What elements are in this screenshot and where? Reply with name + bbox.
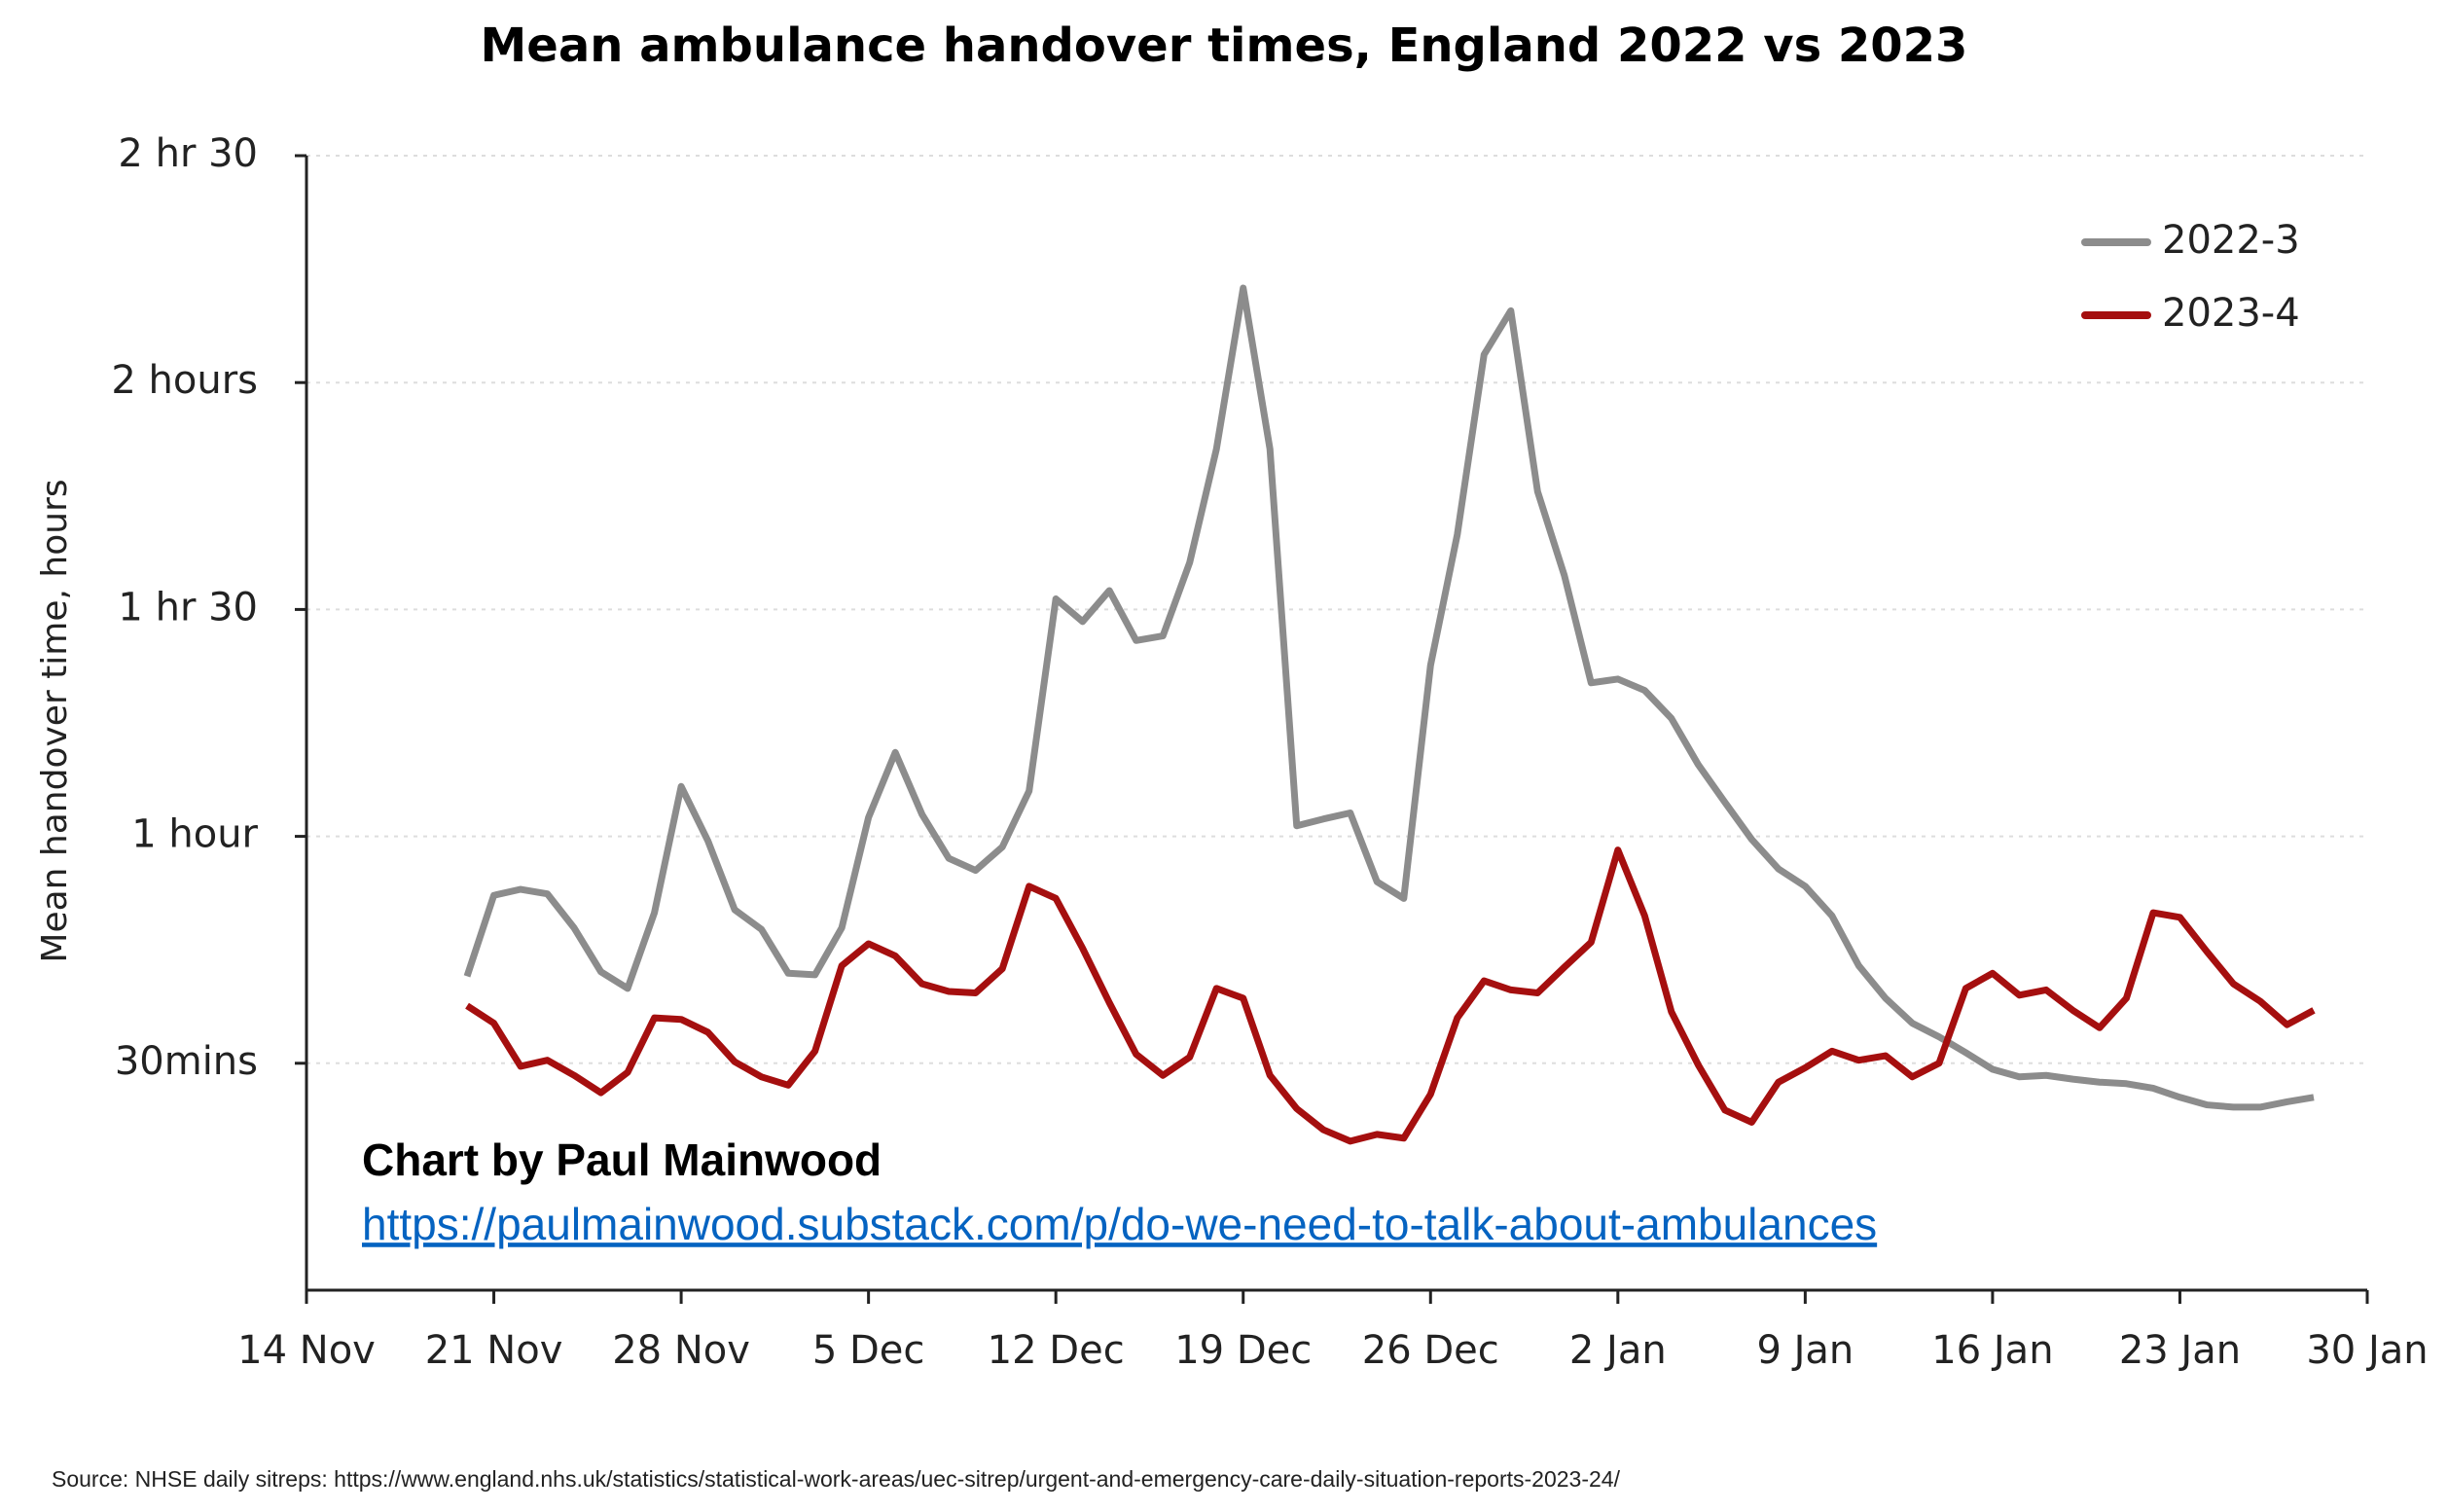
x-tick-label: 14 Nov (237, 1328, 376, 1373)
legend-label: 2022-3 (2162, 218, 2300, 263)
x-tick-label: 19 Dec (1174, 1328, 1312, 1373)
y-tick-label: 1 hr 30 (118, 585, 258, 630)
x-tick-label: 12 Dec (988, 1328, 1125, 1373)
x-tick-label: 28 Nov (612, 1328, 750, 1373)
legend-label: 2023-4 (2162, 291, 2300, 336)
source: Source: NHSE daily sitreps: https://www.… (52, 1466, 1621, 1492)
series-line (463, 284, 2315, 1111)
x-tick-label: 5 Dec (812, 1328, 925, 1373)
y-tick-label: 2 hr 30 (118, 131, 258, 176)
x-tick-label: 30 Jan (2306, 1328, 2428, 1373)
link[interactable]: https://paulmainwood.substack.com/p/do-w… (362, 1199, 1877, 1249)
annotation: Chart by Paul Mainwood (362, 1134, 882, 1185)
x-tick-label: 9 Jan (1756, 1328, 1854, 1373)
x-tick-label: 23 Jan (2119, 1328, 2241, 1373)
y-tick-label: 1 hour (131, 812, 258, 857)
x-tick-label: 21 Nov (425, 1328, 563, 1373)
y-tick-label: 2 hours (111, 358, 258, 403)
y-tick-label: 30mins (115, 1039, 258, 1084)
x-tick-label: 2 Jan (1569, 1328, 1667, 1373)
y-axis-label: Mean handover time, hours (35, 479, 75, 962)
chart-title: Mean ambulance handover times, England 2… (481, 18, 1968, 73)
x-tick-label: 16 Jan (1931, 1328, 2053, 1373)
x-tick-label: 26 Dec (1362, 1328, 1499, 1373)
series-line (465, 846, 2316, 1145)
